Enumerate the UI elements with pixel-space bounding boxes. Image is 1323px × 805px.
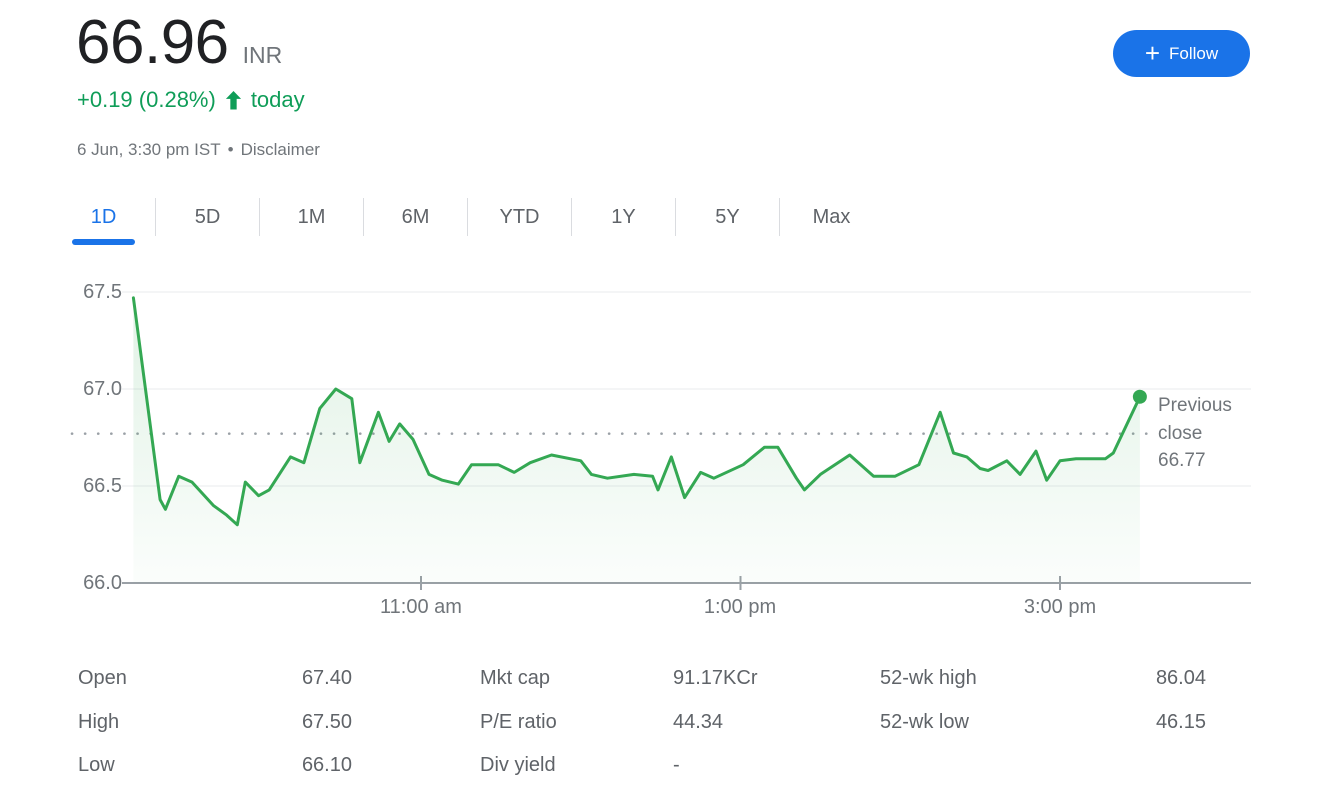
follow-button[interactable]: + Follow	[1113, 30, 1250, 77]
x-axis-tick-label: 11:00 am	[380, 596, 462, 618]
stat-value: 86.04	[1155, 667, 1206, 690]
stats-column-3: 52-wk high 86.04 52-wk low 46.15	[880, 657, 1206, 744]
tab-divider	[363, 198, 364, 236]
stat-label: Open	[78, 667, 127, 690]
stat-row-open: Open 67.40	[78, 657, 352, 700]
tab-divider	[675, 198, 676, 236]
y-axis-tick-label: 67.5	[83, 281, 122, 303]
price-change: +0.19 (0.28%)	[77, 87, 216, 112]
price-row: 66.96 INR	[76, 12, 282, 74]
price-change-period: today	[250, 87, 305, 112]
disclaimer-link[interactable]: Disclaimer	[240, 140, 320, 159]
x-axis-tick-label: 3:00 pm	[1023, 596, 1097, 618]
tab-1m[interactable]: 1M	[297, 206, 326, 228]
tab-6m[interactable]: 6M	[401, 206, 430, 228]
stat-value: 44.34	[673, 710, 724, 733]
quote-timestamp-row: 6 Jun, 3:30 pm IST • Disclaimer	[77, 140, 320, 160]
stats-column-2: Mkt cap 91.17KCr P/E ratio 44.34 Div yie…	[480, 657, 800, 787]
x-axis-tick-label: 1:00 pm	[703, 596, 777, 618]
stat-row-div-yield: Div yield -	[480, 744, 800, 787]
previous-close-value: 66.77	[1158, 450, 1206, 471]
stat-row-52wk-high: 52-wk high 86.04	[880, 657, 1206, 700]
stat-value: 67.50	[301, 710, 352, 733]
quote-timestamp: 6 Jun, 3:30 pm IST	[77, 140, 221, 159]
dot-separator: •	[227, 140, 234, 159]
stat-row-mkt-cap: Mkt cap 91.17KCr	[480, 657, 800, 700]
stat-label: 52-wk low	[880, 710, 969, 733]
previous-close-annotation: Previous close 66.77	[1158, 392, 1232, 475]
stat-label: High	[78, 710, 120, 733]
tab-divider	[779, 198, 780, 236]
stat-label: P/E ratio	[480, 710, 557, 733]
stat-value: 66.10	[301, 753, 352, 776]
stat-label: 52-wk high	[880, 667, 977, 690]
arrow-up-icon	[225, 90, 241, 109]
tab-5d[interactable]: 5D	[194, 206, 221, 228]
tab-ytd[interactable]: YTD	[499, 206, 540, 228]
stat-value: 91.17KCr	[673, 667, 758, 690]
tab-divider	[155, 198, 156, 236]
tab-divider	[259, 198, 260, 236]
price-change-row: +0.19 (0.28%) today	[77, 87, 305, 113]
stat-row-52wk-low: 52-wk low 46.15	[880, 700, 1206, 743]
time-range-tabs: 1D 5D 1M 6M YTD 1Y 5Y Max	[52, 197, 883, 246]
plus-icon: +	[1144, 37, 1161, 68]
stat-row-high: High 67.50	[78, 700, 352, 743]
previous-close-line2: close	[1158, 422, 1203, 444]
stat-value: 67.40	[301, 667, 352, 690]
stat-label: Mkt cap	[480, 667, 551, 690]
tab-1y[interactable]: 1Y	[611, 206, 636, 228]
currency-label: INR	[242, 42, 283, 68]
stat-label: Div yield	[480, 753, 556, 776]
stat-row-pe-ratio: P/E ratio 44.34	[480, 700, 800, 743]
y-axis-tick-label: 66.0	[83, 572, 122, 594]
follow-button-label: Follow	[1169, 43, 1219, 63]
y-axis-tick-label: 67.0	[83, 378, 122, 400]
tab-divider	[467, 198, 468, 236]
stats-column-1: Open 67.40 High 67.50 Low 66.10	[78, 657, 352, 787]
previous-close-line1: Previous	[1158, 395, 1232, 416]
stat-value: 46.15	[1155, 710, 1206, 733]
tab-5y[interactable]: 5Y	[715, 206, 740, 228]
current-price: 66.96	[76, 8, 229, 77]
tab-1d[interactable]: 1D	[52, 197, 155, 246]
tab-divider	[571, 198, 572, 236]
stat-row-low: Low 66.10	[78, 744, 352, 787]
stat-value: -	[673, 753, 680, 776]
stat-label: Low	[78, 753, 115, 776]
tab-max[interactable]: Max	[812, 206, 851, 228]
y-axis-tick-label: 66.5	[83, 475, 122, 497]
